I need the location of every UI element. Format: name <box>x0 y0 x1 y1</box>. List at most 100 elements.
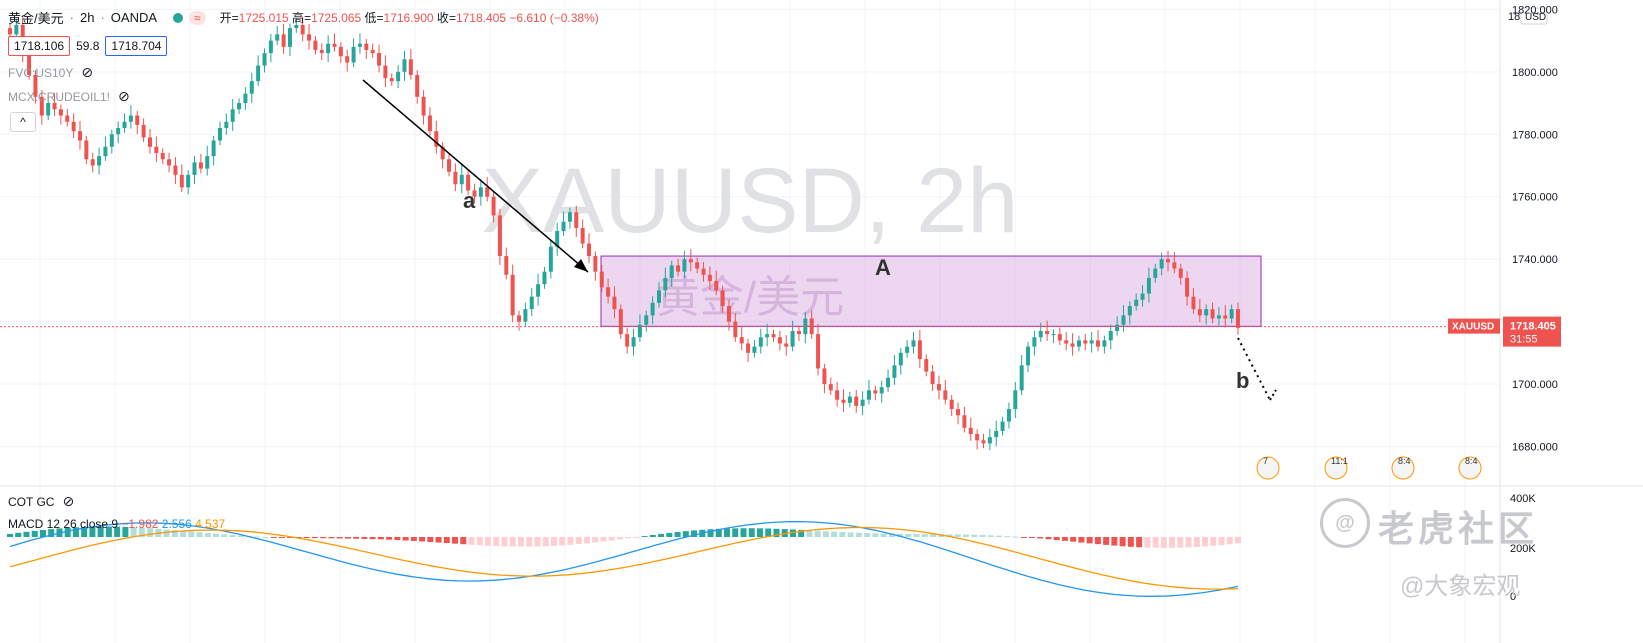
candle-body <box>357 43 362 47</box>
candle-body <box>1057 334 1062 341</box>
candle-body <box>485 187 490 197</box>
macd-hist-bar <box>460 537 467 545</box>
candle-body <box>975 434 980 441</box>
macd-hist-bar <box>501 537 508 547</box>
candle-body <box>33 74 38 97</box>
candle-body <box>1204 309 1209 316</box>
candle-body <box>847 396 852 403</box>
macd-hist-bar <box>1070 537 1077 542</box>
candle-body <box>720 290 725 307</box>
candle-body <box>816 334 821 369</box>
candle-body <box>1146 277 1151 294</box>
candle-body <box>682 259 687 272</box>
candle-body <box>917 340 922 360</box>
macd-hist-bar <box>122 526 129 537</box>
macd-hist-bar <box>1169 537 1176 548</box>
symbol-tag-label: XAUUSD <box>1452 322 1494 333</box>
macd-hist-bar <box>616 537 623 540</box>
candle-body <box>1127 306 1132 316</box>
macd-hist-bar <box>39 529 46 537</box>
overlay-crudeoil[interactable]: MCX:CRUDEOIL1! ⊘ <box>8 88 130 105</box>
candle-body <box>1115 324 1120 331</box>
macd-hist-bar <box>954 534 961 537</box>
candle-body <box>77 131 82 141</box>
macd-hist-bar <box>1185 537 1192 548</box>
candle-body <box>1216 315 1221 319</box>
buy-button[interactable]: 1718.704 <box>105 36 168 56</box>
macd-hist-bar <box>682 531 689 537</box>
candle-body <box>574 212 579 228</box>
spread-value: 59.8 <box>76 39 100 53</box>
macd-hist-bar <box>517 537 524 547</box>
candle-body <box>593 256 598 272</box>
macd-hist-bar <box>1103 537 1110 545</box>
candle-body <box>287 28 292 47</box>
macd-legend[interactable]: MACD 12 26 close 9 −1.982 2.556 4.537 <box>8 517 225 531</box>
macd-hist-bar <box>15 532 22 537</box>
interval[interactable]: 2h <box>79 10 95 25</box>
candle-body <box>294 24 299 29</box>
candle-body <box>567 212 572 222</box>
candle-body <box>752 346 757 353</box>
candle-body <box>1070 343 1075 347</box>
macd-hist-bar <box>691 530 698 537</box>
candle-body <box>555 231 560 247</box>
candle-body <box>1172 262 1177 269</box>
hidden-eye-icon[interactable]: ⊘ <box>118 88 130 104</box>
macd-hist-bar <box>188 531 195 537</box>
price-tick-label: 1820.000 <box>1512 4 1558 16</box>
macd-hist-bar <box>1012 536 1019 538</box>
candle-body <box>650 302 655 316</box>
macd-hist-bar <box>196 532 203 537</box>
macd-hist-bar <box>130 527 137 537</box>
macd-hist-bar <box>748 528 755 537</box>
candle-body <box>128 115 133 122</box>
candle-body <box>924 359 929 372</box>
price-tick-label: 1760.000 <box>1512 192 1558 204</box>
macd-hist-bar <box>493 537 500 547</box>
candle-body <box>695 262 700 269</box>
candle-body <box>714 281 719 291</box>
candle-body <box>427 115 432 132</box>
market-status-icon <box>173 12 184 23</box>
currency-box <box>1520 7 1548 25</box>
collapse-indicators-button[interactable]: ^ <box>10 112 36 132</box>
macd-hist-bar <box>550 537 557 546</box>
candle-body <box>300 24 305 35</box>
overlay-us10y-label: FVC:US10Y <box>8 65 74 80</box>
macd-hist-bar <box>963 534 970 537</box>
candle-body <box>230 109 235 122</box>
sell-button[interactable]: 1718.106 <box>8 36 71 56</box>
trade-buttons: 1718.106 59.8 1718.704 <box>8 36 168 56</box>
candle-body <box>1083 340 1088 344</box>
symbol-name[interactable]: 黄金/美元 <box>8 11 64 26</box>
hidden-eye-icon[interactable]: ⊘ <box>81 64 94 80</box>
candle-body <box>497 215 502 257</box>
macd-hist-bar <box>872 533 879 537</box>
macd-hist-bar <box>1037 537 1044 539</box>
macd-hist-bar <box>89 526 96 537</box>
macd-tick-label: 0 <box>1510 591 1516 603</box>
brand-name: 老虎社区 <box>1378 508 1539 549</box>
candle-body <box>262 53 267 66</box>
signal-line <box>9 526 1239 590</box>
candle-body <box>898 352 903 366</box>
candle-body <box>956 409 961 416</box>
macd-hist-bar <box>204 532 211 537</box>
candle-body <box>313 40 318 50</box>
candle-body <box>84 140 89 160</box>
price-tick-label: 1780.000 <box>1512 129 1558 141</box>
macd-hist-bar <box>1218 537 1225 546</box>
candle-body <box>529 296 534 310</box>
macd-hist-bar <box>311 537 318 539</box>
candle-body <box>618 309 623 335</box>
overlay-us10y[interactable]: FVC:US10Y ⊘ <box>8 64 93 81</box>
candle-body <box>536 284 541 297</box>
cot-indicator[interactable]: COT GC ⊘ <box>8 493 74 510</box>
candle-body <box>338 46 343 57</box>
hidden-eye-icon[interactable]: ⊘ <box>62 493 75 509</box>
macd-hist-bar <box>509 537 516 547</box>
candle-body <box>905 346 910 353</box>
macd-hist-bar <box>847 532 854 537</box>
